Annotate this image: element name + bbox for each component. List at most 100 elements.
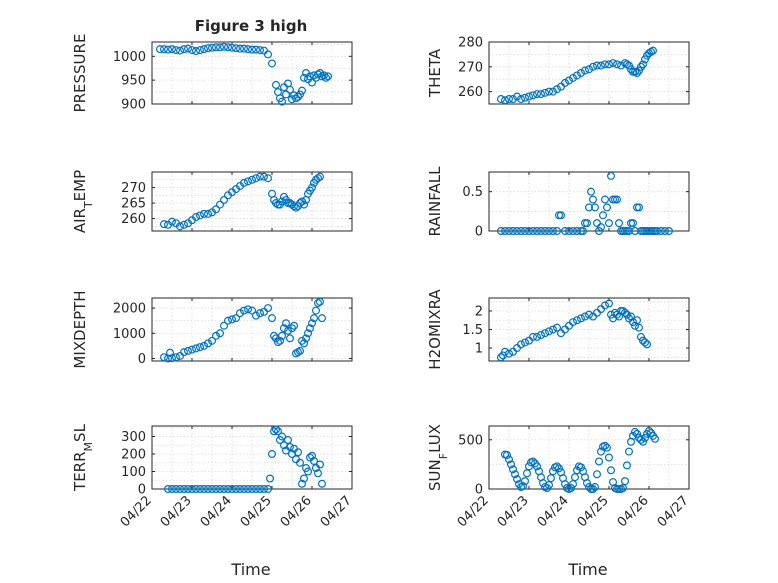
data-point [184, 346, 193, 355]
data-point [256, 485, 265, 494]
data-point [600, 301, 609, 310]
data-point [236, 309, 245, 318]
data-point [497, 95, 506, 104]
data-point [622, 461, 631, 470]
data-point [626, 312, 635, 321]
data-point [260, 172, 269, 181]
data-point [576, 463, 585, 472]
y-tick-label: 2 [475, 304, 483, 319]
data-point [528, 91, 537, 100]
data-point [634, 323, 643, 332]
data-point [184, 485, 193, 494]
data-point [524, 227, 533, 236]
data-point [606, 466, 615, 475]
data-point [584, 65, 593, 74]
data-point [602, 203, 611, 212]
data-point [556, 329, 565, 338]
data-point [516, 95, 525, 104]
data-point [200, 341, 209, 350]
data-point [180, 220, 189, 229]
subplot-mixdepth: 0 1000 2000 MIXDEPTH [71, 290, 353, 369]
data-point [590, 483, 599, 492]
data-point [264, 304, 273, 313]
data-point [566, 484, 575, 493]
data-point [588, 62, 597, 71]
data-point [196, 343, 205, 352]
data-point [632, 68, 641, 77]
data-point [318, 479, 327, 488]
data-point [552, 85, 561, 94]
data-point [156, 45, 165, 54]
data-point [604, 299, 613, 308]
data-point [240, 306, 249, 315]
y-tick-label: 280 [458, 36, 483, 51]
data-point [572, 71, 581, 80]
data-point [505, 95, 514, 104]
data-point [644, 426, 653, 435]
data-point [596, 447, 605, 456]
data-point [568, 318, 577, 327]
data-point [556, 211, 565, 220]
data-point [268, 450, 277, 459]
data-point [509, 465, 518, 474]
data-point [292, 203, 301, 212]
y-tick-label: 1.5 [462, 323, 483, 338]
data-point [236, 485, 245, 494]
data-point [578, 227, 587, 236]
data-point [200, 209, 209, 218]
y-axis-label: THETA [426, 48, 444, 98]
data-point [634, 203, 643, 212]
data-point [180, 45, 189, 54]
data-point [503, 451, 512, 460]
data-point [276, 336, 285, 345]
data-point [286, 85, 295, 94]
data-point [192, 344, 201, 353]
subplot-terr_msl: 0 100 200 300 04/22 04/23 04/24 04/25 04/26 04/27… [71, 423, 355, 579]
data-point [278, 97, 287, 106]
data-point [664, 227, 673, 236]
subplot-h2omixra: 1 1.5 2 H2OMIXRA [426, 289, 690, 370]
data-point [536, 90, 545, 99]
data-point [244, 177, 253, 186]
data-point [160, 45, 169, 54]
data-point [594, 457, 603, 466]
data-point [314, 70, 323, 79]
data-point [300, 339, 309, 348]
data-point [572, 316, 581, 325]
data-point [176, 485, 185, 494]
data-point [284, 326, 293, 335]
data-point [216, 329, 225, 338]
data-point [501, 96, 510, 105]
data-point [278, 432, 287, 441]
data-point [172, 485, 181, 494]
data-point [216, 200, 225, 209]
data-point [614, 312, 623, 321]
data-point [552, 227, 561, 236]
y-tick-label: 2000 [113, 302, 146, 317]
data-point [316, 172, 325, 181]
x-tick-label: 04/24 [198, 493, 235, 530]
data-point [586, 187, 595, 196]
data-point [511, 470, 520, 479]
data-point [630, 67, 639, 76]
data-point [310, 457, 319, 466]
data-point [308, 78, 317, 87]
data-point [592, 61, 601, 70]
data-point [568, 227, 577, 236]
data-point [300, 474, 309, 483]
data-point [546, 474, 555, 483]
data-point [584, 203, 593, 212]
y-axis-label: PRESSURE [71, 34, 89, 113]
data-point [284, 436, 293, 445]
data-point [588, 312, 597, 321]
y-tick-label: 0 [138, 352, 146, 367]
data-point [308, 451, 317, 460]
data-point [507, 460, 516, 469]
data-point [320, 71, 329, 80]
data-point [312, 306, 321, 315]
axes-box [488, 41, 690, 105]
data-point [256, 309, 265, 318]
data-point [594, 227, 603, 236]
data-point [212, 331, 221, 340]
data-point [274, 427, 283, 436]
